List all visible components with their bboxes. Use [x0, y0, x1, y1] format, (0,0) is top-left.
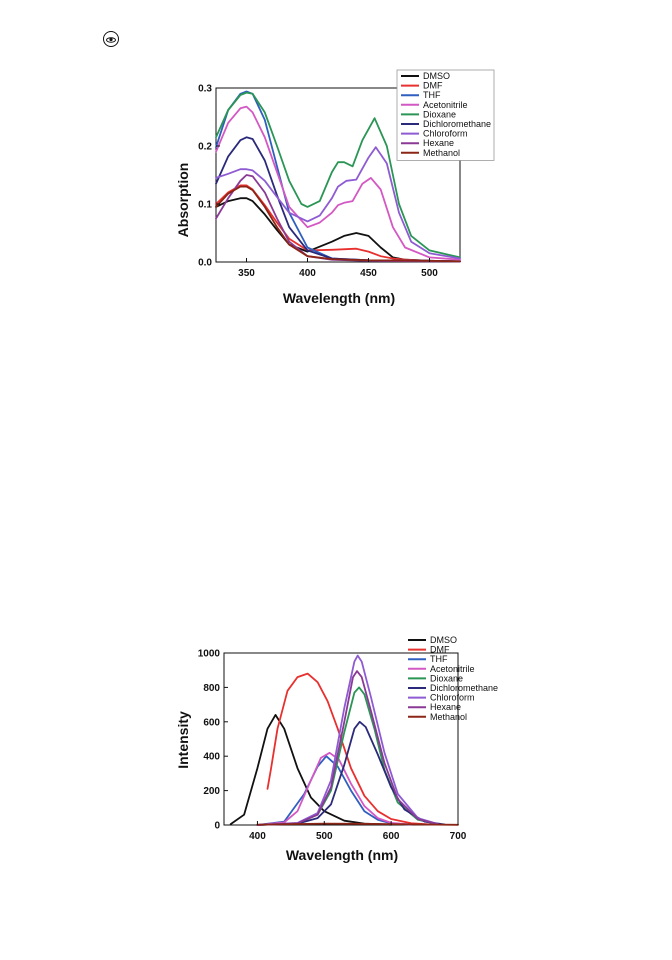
emission-x-tick-label: 500	[316, 831, 333, 842]
emission-y-tick-label: 800	[203, 683, 220, 694]
emission-legend-label: Chloroform	[430, 693, 475, 703]
emission-plot-area	[223, 652, 459, 826]
absorption-legend-label: Methanol	[423, 148, 460, 158]
emission-legend-label: Hexane	[430, 702, 461, 712]
emission-series-hexane	[256, 670, 439, 826]
absorption-plot-area	[215, 87, 461, 263]
emission-series-acetonitrile	[256, 751, 413, 826]
emission-plot-frame	[223, 652, 459, 826]
absorption-y-tick-label: 0.0	[198, 258, 212, 269]
emission-y-tick-label: 0	[214, 821, 220, 832]
absorption-x-tick-label: 450	[360, 268, 377, 279]
emission-series-dichloromethane	[256, 720, 446, 826]
absorption-x-tick-label: 350	[238, 268, 255, 279]
emission-series-dmf	[266, 672, 433, 826]
emission-series-dmso	[229, 714, 393, 826]
emission-y-axis-title: Intensity	[175, 711, 191, 769]
emission-legend-label: Dichloromethane	[430, 683, 498, 693]
absorption-x-axis-title: Wavelength (nm)	[283, 290, 395, 306]
absorption-plot-frame	[215, 87, 461, 263]
absorption-series-dmso	[215, 197, 461, 263]
emission-x-tick-label: 600	[383, 831, 400, 842]
emission-y-tick-label: 600	[203, 717, 220, 728]
emission-legend-label: Acetonitrile	[430, 664, 475, 674]
absorption-legend-label: Dioxane	[423, 109, 456, 119]
emission-y-tick-label: 1000	[198, 649, 221, 660]
absorption-legend-label: Dichloromethane	[423, 119, 491, 129]
emission-legend: DMSODMFTHFAcetonitrileDioxaneDichloromet…	[408, 635, 498, 722]
emission-legend-label: DMSO	[430, 635, 457, 645]
absorption-y-axis-title: Absorption	[175, 163, 191, 238]
absorption-legend-label: Hexane	[423, 138, 454, 148]
absorption-axis-layer: 350 400 450 500 0.0 0.1 0.2 0.3	[198, 84, 438, 280]
absorption-series-dioxane	[215, 91, 461, 259]
absorption-legend-label: THF	[423, 90, 441, 100]
absorption-legend-label: Chloroform	[423, 129, 468, 139]
absorption-y-tick-label: 0.1	[198, 200, 212, 211]
absorption-legend-label: DMF	[423, 81, 443, 91]
emission-series-methanol	[256, 822, 459, 826]
absorption-legend: DMSODMFTHFAcetonitrileDioxaneDichloromet…	[396, 69, 495, 161]
emission-legend-label: DMF	[430, 645, 450, 655]
absorption-series-chloroform	[215, 146, 461, 260]
absorption-y-tick-label: 0.3	[198, 84, 212, 95]
emission-y-tick-label: 200	[203, 786, 220, 797]
absorption-chart: 350 400 450 500 0.0 0.1 0.2 0.3 Wavelength (nm)…	[175, 69, 495, 306]
absorption-legend-label: DMSO	[423, 71, 450, 81]
emission-legend-label: THF	[430, 654, 448, 664]
absorption-x-tick-label: 400	[299, 268, 316, 279]
absorption-y-tick-label: 0.2	[198, 142, 212, 153]
emission-series-layer	[229, 654, 459, 826]
emission-legend-label: Methanol	[430, 712, 467, 722]
absorption-legend-label: Acetonitrile	[423, 100, 468, 110]
emission-legend-label: Dioxane	[430, 673, 463, 683]
emission-x-tick-label: 700	[450, 831, 467, 842]
absorption-series-acetonitrile	[215, 105, 461, 261]
absorption-x-tick-label: 500	[421, 268, 438, 279]
emission-x-tick-label: 400	[249, 831, 266, 842]
emission-axis-layer: 400 500 600 700 0 200 400 600 800 1000	[198, 649, 467, 843]
emission-series-thf	[256, 755, 413, 826]
cd-eye-icon	[103, 31, 119, 47]
emission-y-tick-label: 400	[203, 752, 220, 763]
emission-series-chloroform	[256, 654, 439, 826]
emission-chart: 400 500 600 700 0 200 400 600 800 1000 Wavelength…	[175, 635, 498, 863]
emission-x-axis-title: Wavelength (nm)	[286, 847, 398, 863]
